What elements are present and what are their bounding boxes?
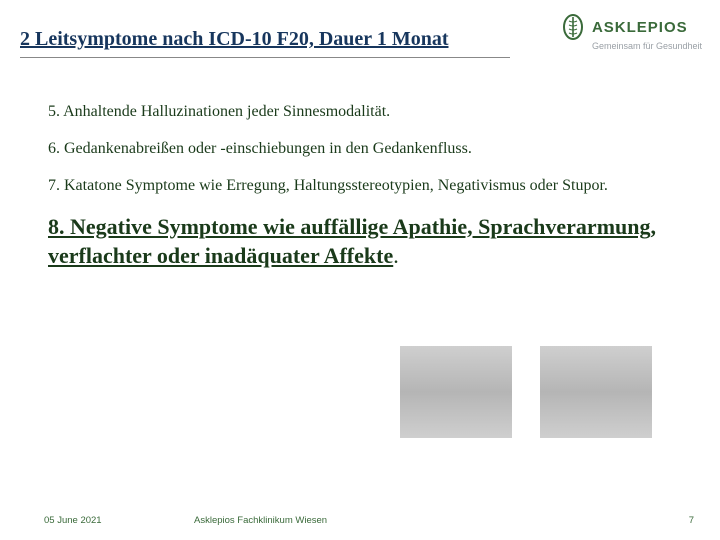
list-item: 6. Gedankenabreißen oder -einschiebungen…: [48, 137, 680, 160]
slide-footer: 05 June 2021 Asklepios Fachklinikum Wies…: [0, 515, 720, 526]
footer-org: Asklepios Fachklinikum Wiesen: [194, 515, 327, 526]
asklepios-icon: [560, 14, 586, 40]
page-number: 7: [689, 515, 694, 526]
footer-date: 05 June 2021: [44, 515, 194, 526]
brand-tagline: Gemeinsam für Gesundheit: [592, 41, 702, 51]
image-placeholder: [540, 346, 652, 438]
emphasized-item: 8. Negative Symptome wie auffällige Apat…: [48, 214, 656, 269]
brand-name: ASKLEPIOS: [592, 19, 688, 36]
brand-logo-block: ASKLEPIOS Gemeinsam für Gesundheit: [560, 14, 702, 51]
list-item: 5. Anhaltende Halluzinationen jeder Sinn…: [48, 100, 680, 123]
content-area: 5. Anhaltende Halluzinationen jeder Sinn…: [0, 58, 720, 271]
emphasized-item-dot: .: [393, 243, 399, 268]
title-underline-rule: [20, 57, 510, 58]
list-item: 7. Katatone Symptome wie Erregung, Haltu…: [48, 174, 680, 197]
image-placeholder: [400, 346, 512, 438]
